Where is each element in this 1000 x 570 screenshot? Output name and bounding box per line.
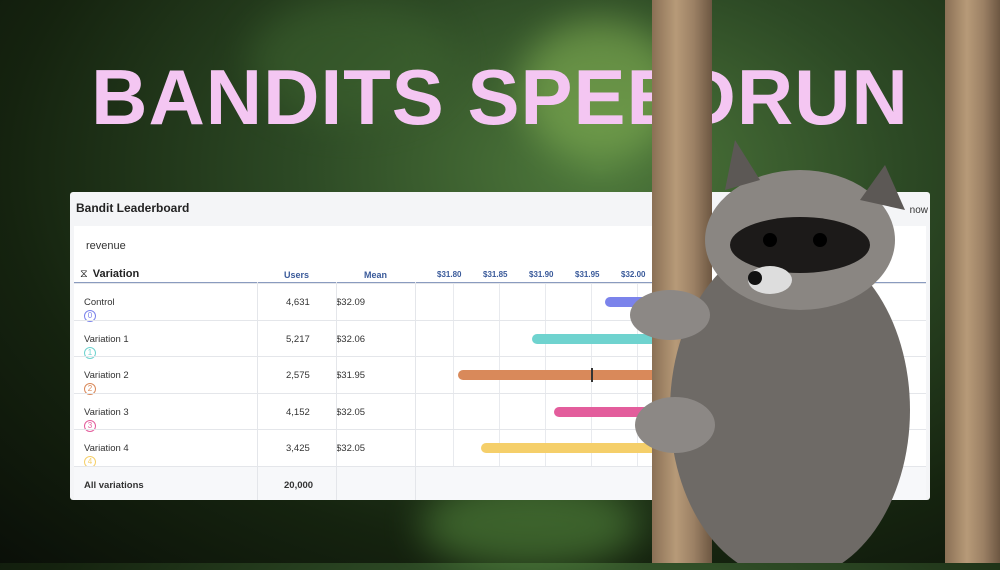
users-header: Users [284,270,310,280]
mean-header: Mean [364,270,388,280]
variation-badge: 0 [84,310,96,322]
axis-tick-label: $32.00 [621,270,646,279]
mean-value: $32.05 [336,406,366,418]
gridline [499,282,500,500]
users-value: 4,631 [286,297,310,308]
variation-name: Variation 2 [84,370,129,381]
axis-tick-label: $31.95 [575,270,600,279]
users-value: 3,425 [286,443,310,454]
total-users: 20,000 [284,479,314,491]
total-label: All variations [84,479,144,491]
header-divider [74,282,926,283]
users-value: 2,575 [286,370,310,381]
mean-value: $32.05 [336,443,366,454]
gridline [453,282,454,500]
variation-badge: 2 [84,383,96,395]
gridline [545,282,546,500]
variation-header[interactable]: ⧖ Variation [80,268,140,280]
axis-tick-label: $31.80 [437,270,462,279]
corner-text: now [909,205,928,216]
filter-icon[interactable]: ⧖ [80,268,88,280]
wooden-post [945,0,1000,563]
users-value: 5,217 [286,333,310,345]
axis-tick-label: $31.90 [529,270,554,279]
interval-bar [457,370,725,380]
mean-marker [591,368,593,382]
variation-name: Control [84,297,115,308]
variation-name: Variation 1 [84,333,129,345]
mean-value: $31.95 [336,370,366,381]
mean-value: $32.06 [336,333,366,345]
gridline [637,282,638,500]
column-divider [257,282,258,500]
users-value: 4,152 [286,406,310,418]
variation-badge: 3 [84,419,96,432]
variation-name: Variation 4 [84,443,129,454]
axis-tick-label: $31.85 [483,270,508,279]
column-divider [336,282,337,500]
table-row[interactable]: 2 Variation 2 2,575 $31.95 [74,356,926,395]
variation-name: Variation 3 [84,406,129,418]
gridline [591,282,592,500]
column-divider [415,282,416,500]
variation-badge: 1 [84,346,96,359]
headline-title: BANDITS SPEEDRUN [91,53,909,141]
mean-value: $32.09 [336,297,366,308]
raccoon-image [630,140,910,563]
metric-name: revenue [86,240,126,252]
panel-title: Bandit Leaderboard [76,201,190,215]
